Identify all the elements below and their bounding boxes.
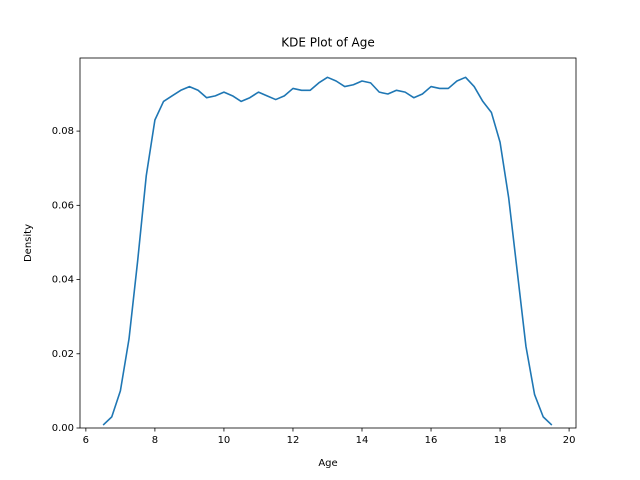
y-tick-label: 0.02 <box>52 349 74 360</box>
x-tick-label: 8 <box>152 435 158 446</box>
y-tick-label: 0.08 <box>52 126 74 137</box>
y-tick-label: 0.06 <box>52 200 74 211</box>
x-axis-label: Age <box>318 458 337 469</box>
x-tick-label: 12 <box>287 435 300 446</box>
x-tick-label: 16 <box>425 435 438 446</box>
chart-title: KDE Plot of Age <box>281 36 375 50</box>
y-axis-label: Density <box>23 224 34 262</box>
plot-frame <box>79 57 577 429</box>
x-tick-label: 18 <box>494 435 507 446</box>
kde-line <box>102 76 553 426</box>
x-tick-label: 10 <box>218 435 231 446</box>
x-tick-label: 20 <box>563 435 576 446</box>
x-tick-label: 14 <box>356 435 369 446</box>
y-tick-label: 0.00 <box>52 423 74 434</box>
y-tick-label: 0.04 <box>52 275 74 286</box>
x-tick-label: 6 <box>83 435 89 446</box>
